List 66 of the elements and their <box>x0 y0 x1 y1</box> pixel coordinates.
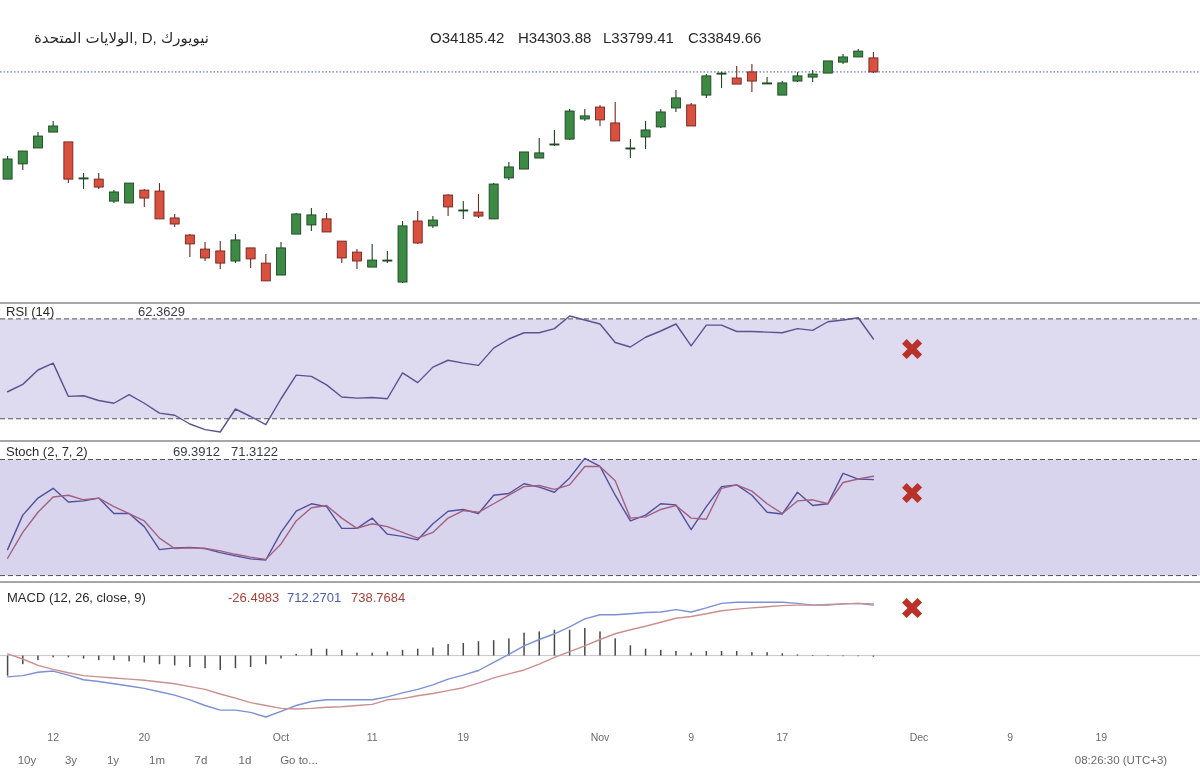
candlestick <box>762 76 773 85</box>
chart-title: RSI (14) <box>6 303 55 319</box>
candlestick <box>686 102 697 127</box>
annotation: 71.3122 <box>231 443 278 459</box>
candlestick <box>17 150 28 171</box>
candlestick <box>2 155 13 180</box>
candlestick <box>610 101 621 142</box>
candlestick <box>291 212 302 235</box>
x-tick-label: 20 <box>138 731 151 743</box>
text: 1d <box>238 754 252 766</box>
x-tick-label: Nov <box>590 731 611 743</box>
candlestick <box>230 233 241 264</box>
annotation: -26.4983 <box>228 589 280 605</box>
text: 7d <box>194 754 208 766</box>
candlestick <box>443 193 454 217</box>
candlestick <box>215 240 226 270</box>
annotation: ✖ <box>899 476 925 510</box>
candlestick <box>367 243 378 268</box>
x-tick-label: 9 <box>1007 731 1014 743</box>
chart-title: MACD (12, 26, close, 9) <box>7 589 146 605</box>
candlestick <box>200 241 211 262</box>
text: L33799.41 <box>603 28 674 46</box>
candlestick <box>336 240 347 264</box>
candlestick <box>595 104 605 127</box>
x-tick-label: 12 <box>47 731 60 743</box>
x-tick-label: 19 <box>457 731 470 743</box>
text: 08:26:30 (UTC+3) <box>1074 754 1168 766</box>
text: O34185.42 <box>430 28 505 46</box>
x-tick-label: Dec <box>909 731 929 743</box>
annotation: 69.3912 <box>173 443 220 459</box>
candlestick <box>184 233 195 258</box>
text: C33849.66 <box>688 28 762 46</box>
annotation: ✖ <box>899 332 925 366</box>
candlestick <box>701 73 712 99</box>
chart-title: Stoch (2, 7, 2) <box>6 443 88 459</box>
x-tick-label: Oct <box>272 731 290 743</box>
x-tick-label: 19 <box>1095 731 1108 743</box>
candlestick <box>503 161 514 181</box>
candlestick <box>124 182 135 204</box>
candlestick <box>731 65 742 85</box>
candlestick <box>352 248 362 270</box>
chart-title: الولايات المتحدة, D, نيويورك <box>34 28 209 47</box>
annotation: 712.2701 <box>287 589 342 605</box>
text: 1m <box>149 754 165 766</box>
candlestick <box>625 138 636 159</box>
text: 10y <box>17 754 37 766</box>
candlestick <box>640 120 651 150</box>
text: H34303.88 <box>518 28 592 46</box>
candlestick <box>473 193 484 219</box>
candlestick <box>412 210 423 245</box>
x-tick-label: 11 <box>366 731 378 743</box>
candlestick <box>245 247 256 269</box>
candlestick <box>260 253 271 282</box>
candlestick <box>534 137 545 159</box>
x-tick-label: 17 <box>776 731 789 743</box>
candlestick <box>746 63 757 93</box>
annotation: 738.7684 <box>351 589 406 605</box>
annotation: ✖ <box>899 591 925 625</box>
annotation: 62.3629 <box>138 303 185 319</box>
x-tick-label: 9 <box>688 731 695 743</box>
text: 3y <box>64 754 78 766</box>
text: Go to... <box>280 754 318 766</box>
candlestick <box>306 207 317 232</box>
candlestick <box>321 212 332 233</box>
text: 1y <box>106 754 120 766</box>
candlestick <box>671 89 681 113</box>
